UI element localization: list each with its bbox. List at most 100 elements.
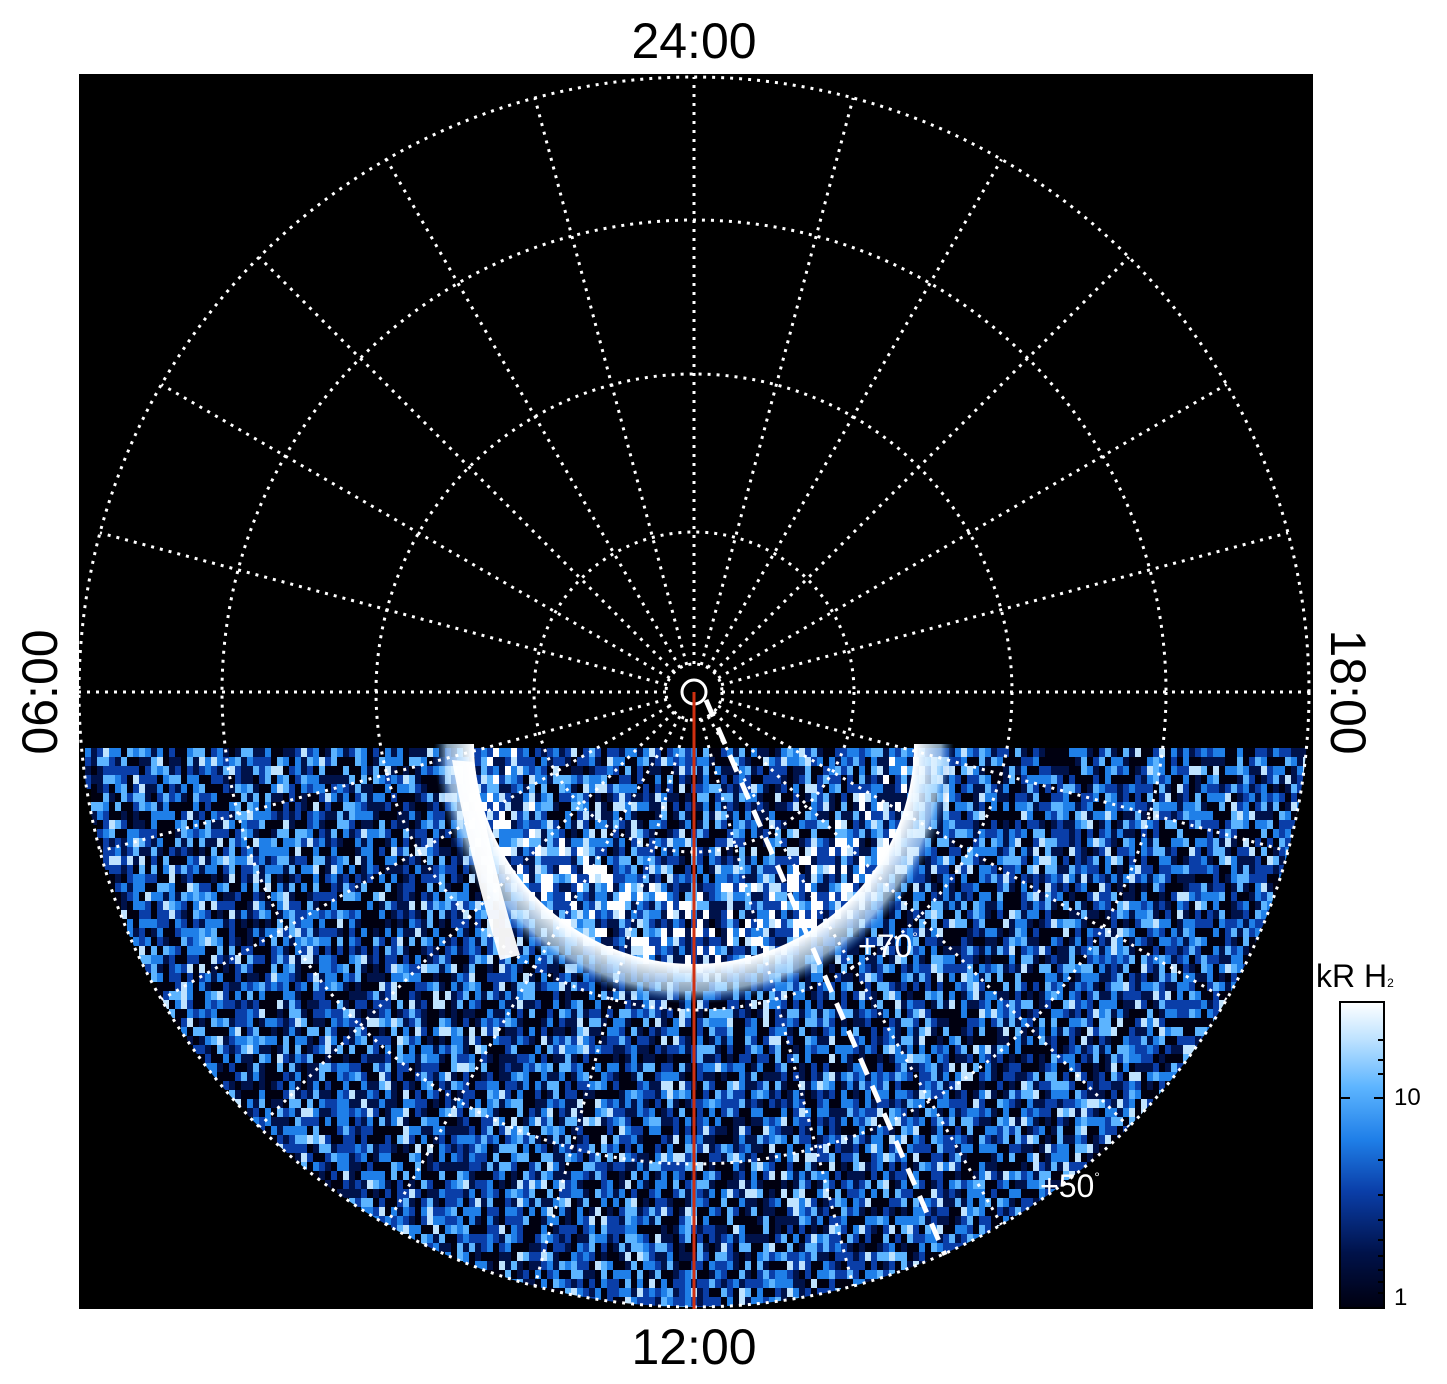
emission-cell bbox=[163, 919, 169, 928]
emission-cell bbox=[97, 829, 103, 843]
emission-cell bbox=[583, 829, 589, 843]
emission-cell bbox=[187, 937, 193, 946]
emission-cell bbox=[1081, 946, 1087, 955]
emission-cell bbox=[1171, 748, 1177, 762]
emission-cell bbox=[811, 901, 817, 910]
emission-cell bbox=[295, 847, 301, 861]
emission-cell bbox=[1207, 955, 1213, 964]
emission-cell bbox=[571, 865, 577, 879]
emission-cell bbox=[325, 766, 331, 780]
emission-cell bbox=[241, 820, 247, 834]
emission-cell bbox=[631, 766, 637, 780]
emission-cell bbox=[319, 811, 325, 825]
emission-cell bbox=[703, 910, 709, 919]
emission-cell bbox=[499, 784, 505, 798]
emission-cell bbox=[685, 946, 691, 955]
emission-cell bbox=[1159, 937, 1165, 946]
emission-cell bbox=[655, 793, 661, 807]
emission-cell bbox=[727, 784, 733, 798]
emission-cell bbox=[769, 766, 775, 780]
emission-cell bbox=[1081, 802, 1087, 816]
emission-cell bbox=[331, 847, 337, 861]
emission-cell bbox=[679, 820, 685, 834]
emission-cell bbox=[1171, 766, 1177, 780]
emission-cell bbox=[277, 865, 283, 879]
emission-cell bbox=[481, 928, 487, 937]
emission-cell bbox=[145, 838, 151, 852]
emission-cell bbox=[943, 910, 949, 919]
emission-cell bbox=[1027, 748, 1033, 762]
emission-cell bbox=[295, 937, 301, 946]
emission-cell bbox=[319, 802, 325, 816]
emission-cell bbox=[265, 784, 271, 798]
emission-cell bbox=[277, 757, 283, 771]
emission-cell bbox=[1075, 784, 1081, 798]
emission-cell bbox=[925, 955, 931, 964]
emission-cell bbox=[937, 946, 943, 955]
auroral-emission-map bbox=[85, 744, 1309, 1307]
emission-cell bbox=[1093, 883, 1099, 897]
emission-cell bbox=[535, 748, 541, 762]
emission-cell bbox=[709, 820, 715, 834]
emission-cell bbox=[1237, 856, 1243, 870]
emission-cell bbox=[1249, 883, 1255, 897]
emission-cell bbox=[937, 955, 943, 964]
emission-cell bbox=[181, 838, 187, 852]
emission-cell bbox=[1279, 793, 1285, 807]
emission-cell bbox=[121, 856, 127, 870]
emission-cell bbox=[283, 883, 289, 897]
emission-cell bbox=[361, 811, 367, 825]
emission-cell bbox=[319, 892, 325, 906]
emission-cell bbox=[157, 793, 163, 807]
emission-cell bbox=[343, 937, 349, 946]
emission-cell bbox=[781, 892, 787, 906]
emission-cell bbox=[1279, 829, 1285, 843]
emission-cell bbox=[229, 748, 235, 762]
emission-cell bbox=[325, 928, 331, 937]
emission-cell bbox=[427, 883, 433, 897]
emission-cell bbox=[373, 865, 379, 879]
emission-cell bbox=[355, 892, 361, 906]
emission-cell bbox=[205, 919, 211, 928]
emission-cell bbox=[175, 775, 181, 789]
emission-cell bbox=[505, 811, 511, 825]
emission-cell bbox=[229, 892, 235, 906]
emission-cell bbox=[583, 901, 589, 910]
emission-cell bbox=[289, 838, 295, 852]
emission-cell bbox=[1069, 946, 1075, 955]
emission-cell bbox=[1225, 757, 1231, 771]
emission-cell bbox=[1213, 901, 1219, 910]
emission-cell bbox=[649, 766, 655, 780]
emission-cell bbox=[487, 928, 493, 937]
emission-cell bbox=[445, 946, 451, 955]
emission-cell bbox=[1159, 838, 1165, 852]
emission-cell bbox=[1201, 802, 1207, 816]
emission-cell bbox=[187, 874, 193, 888]
emission-cell bbox=[1009, 910, 1015, 919]
emission-cell bbox=[373, 748, 379, 762]
emission-cell bbox=[289, 802, 295, 816]
emission-cell bbox=[1213, 847, 1219, 861]
emission-cell bbox=[259, 802, 265, 816]
emission-cell bbox=[649, 784, 655, 798]
emission-cell bbox=[1225, 865, 1231, 879]
emission-cell bbox=[751, 820, 757, 834]
emission-cell bbox=[1129, 928, 1135, 937]
emission-cell bbox=[1219, 937, 1225, 946]
emission-cell bbox=[829, 784, 835, 798]
emission-cell bbox=[475, 964, 481, 973]
emission-cell bbox=[541, 829, 547, 843]
emission-cell bbox=[517, 973, 523, 982]
emission-cell bbox=[535, 829, 541, 843]
emission-cell bbox=[1063, 856, 1069, 870]
emission-cell bbox=[85, 757, 91, 771]
emission-cell bbox=[547, 757, 553, 771]
emission-cell bbox=[277, 964, 283, 973]
emission-cell bbox=[175, 802, 181, 816]
emission-cell bbox=[769, 928, 775, 937]
emission-cell bbox=[217, 766, 223, 780]
emission-cell bbox=[1027, 892, 1033, 906]
emission-cell bbox=[115, 748, 121, 762]
emission-cell bbox=[1069, 847, 1075, 861]
emission-cell bbox=[595, 856, 601, 870]
